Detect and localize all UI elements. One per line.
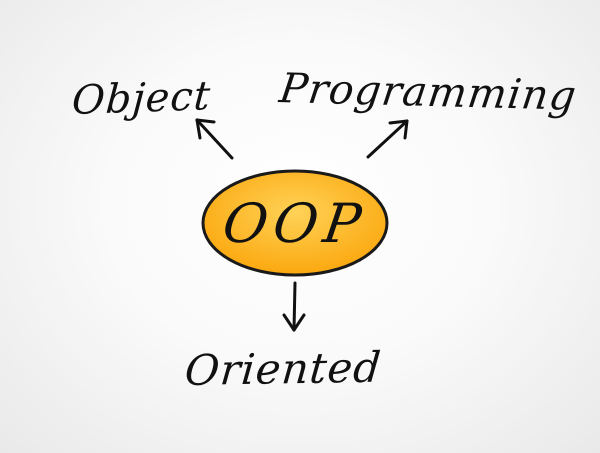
center-ellipse bbox=[201, 169, 389, 277]
arrow-to-oriented bbox=[282, 281, 306, 332]
branch-label-programming: Programming bbox=[276, 64, 580, 120]
arrow-to-programming bbox=[366, 119, 409, 159]
center-label: OOP bbox=[219, 191, 371, 255]
arrow-to-object bbox=[195, 118, 234, 160]
branch-label-object: Object bbox=[70, 73, 213, 125]
branch-label-oriented: Oriented bbox=[182, 342, 384, 396]
